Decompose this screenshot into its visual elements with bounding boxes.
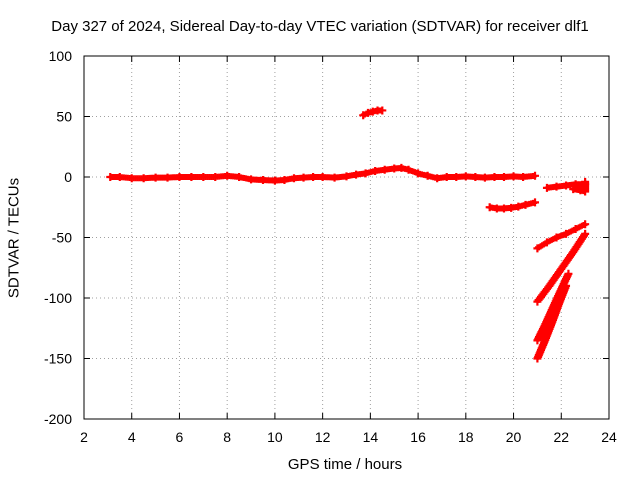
data-trail-streak-3 [563, 272, 572, 279]
chart-title: Day 327 of 2024, Sidereal Day-to-day VTE… [51, 18, 589, 35]
x-tick-label: 12 [315, 429, 331, 445]
x-tick-label: 2 [80, 429, 88, 445]
data-trail-streak-4 [554, 302, 563, 309]
y-tick-label: -150 [44, 351, 72, 367]
data-trail-evening-dip [529, 199, 538, 206]
x-tick-label: 16 [410, 429, 426, 445]
x-axis-label: GPS time / hours [287, 456, 403, 473]
x-tick-label: 22 [553, 429, 569, 445]
x-tick-label: 20 [506, 429, 522, 445]
x-tick-label: 4 [128, 429, 136, 445]
data-trail-streak-4 [561, 284, 570, 291]
x-tick-label: 14 [363, 429, 379, 445]
y-tick-label: 0 [64, 169, 72, 185]
y-tick-label: -100 [44, 290, 72, 306]
x-tick-label: 10 [267, 429, 283, 445]
y-tick-label: -200 [44, 411, 72, 427]
data-trail-streak-2 [544, 284, 553, 291]
data-trail-streak-2 [580, 232, 589, 239]
data-trail-streak-1 [579, 221, 588, 228]
x-tick-label: 18 [458, 429, 474, 445]
x-tick-label: 6 [176, 429, 184, 445]
x-tick-label: 8 [223, 429, 231, 445]
y-tick-label: 50 [56, 109, 72, 125]
y-tick-label: -50 [52, 230, 72, 246]
data-trail-morning-jump [376, 107, 385, 114]
x-tick-label: 24 [601, 429, 617, 445]
y-axis-label: SDTVAR / TECUs [5, 177, 23, 299]
data-trail-streak-4 [547, 322, 556, 329]
data-trail-late-spread [581, 180, 590, 187]
data-trail-streak-4 [539, 340, 548, 347]
plot-frame [83, 55, 610, 420]
y-tick-label: 100 [49, 48, 73, 64]
data-trail-streak-2 [568, 250, 577, 257]
data-trail-main [529, 172, 538, 179]
